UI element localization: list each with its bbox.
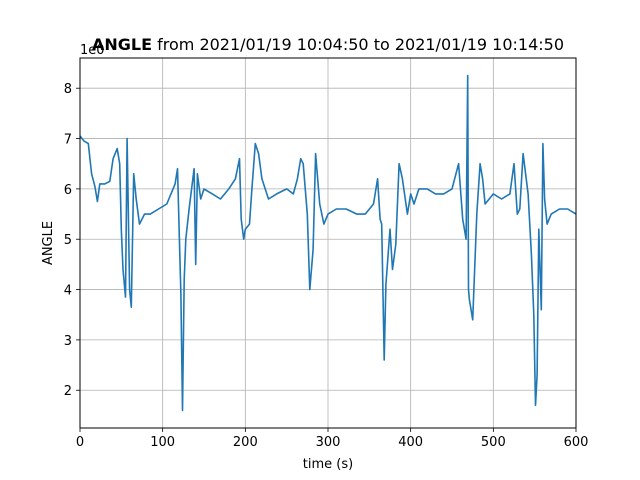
y-tick-label: 8	[64, 82, 72, 97]
x-tick-label: 600	[564, 435, 589, 450]
grid-lines	[79, 58, 577, 428]
x-tick-label: 200	[233, 435, 258, 450]
chart-title-rest: from 2021/01/19 10:04:50 to 2021/01/19 1…	[152, 35, 564, 54]
y-tick-label: 2	[64, 384, 72, 399]
y-axis-label: ANGLE	[41, 221, 56, 265]
chart-title-bold: ANGLE	[92, 35, 152, 54]
x-tick-label: 0	[76, 435, 84, 450]
y-offset-label: 1e0	[80, 43, 105, 58]
x-tick-label: 300	[316, 435, 341, 450]
y-tick-label: 4	[64, 284, 72, 299]
chart-title: ANGLE from 2021/01/19 10:04:50 to 2021/0…	[92, 35, 564, 54]
series-line-0	[79, 74, 577, 412]
y-tick-label: 5	[64, 233, 72, 248]
y-tick-label: 7	[64, 133, 72, 148]
x-tick-label: 400	[398, 435, 423, 450]
x-axis-label: time (s)	[303, 457, 353, 472]
x-tick-label: 500	[481, 435, 506, 450]
x-axis-ticks: 0 100 200 300 400 500 600	[76, 428, 589, 450]
x-tick-label: 100	[150, 435, 175, 450]
y-tick-label: 3	[64, 334, 72, 349]
y-tick-label: 6	[64, 183, 72, 198]
series-layer	[79, 74, 577, 412]
y-axis-ticks: 2 3 4 5 6 7 8	[64, 82, 80, 399]
